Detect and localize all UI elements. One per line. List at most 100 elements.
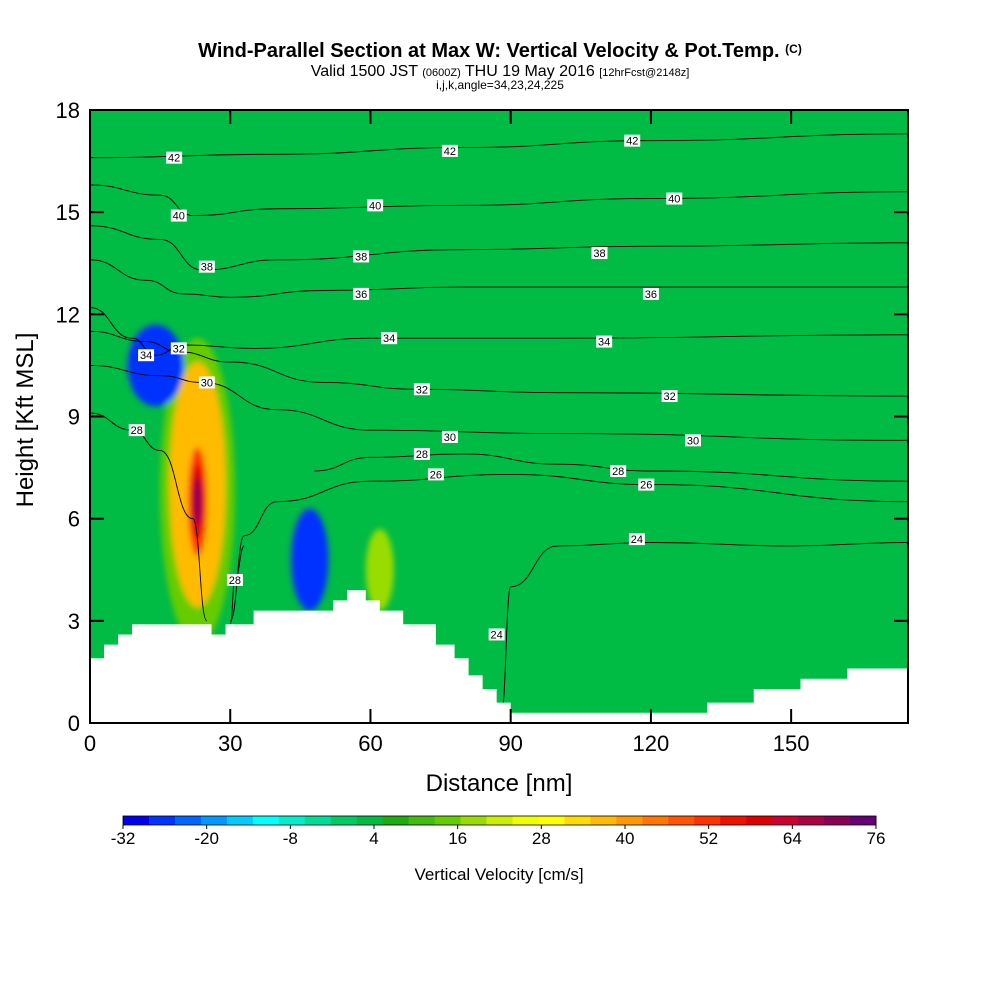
colorbar-tick-label: 28: [532, 829, 551, 848]
colorbar-swatch: [278, 816, 306, 825]
contour-label: 28: [413, 447, 430, 461]
contour-label: 30: [198, 376, 215, 389]
colorbar-swatch: [434, 816, 462, 825]
colorbar-swatch: [694, 816, 721, 825]
colorbar: -32 -20 -8 4 16 28 40 52 64 76: [111, 815, 886, 848]
colorbar-swatch: [382, 816, 410, 825]
y-tick-label: 12: [56, 302, 80, 327]
downdraft-upper: [127, 324, 184, 407]
colorbar-swatch: [356, 816, 384, 825]
colorbar-swatch: [772, 816, 799, 825]
contour-label: 24: [488, 628, 505, 641]
theta-contour-38: [90, 225, 908, 271]
svg-text:32: 32: [416, 384, 428, 396]
colorbar-swatch: [590, 816, 617, 825]
contour-label: 34: [381, 332, 398, 345]
svg-text:42: 42: [168, 153, 180, 165]
contour-label: 42: [624, 134, 641, 148]
chart-subtitle: Valid 1500 JST (0600Z) THU 19 May 2016 […: [311, 63, 690, 80]
svg-text:42: 42: [626, 136, 638, 148]
contour-label: 28: [610, 464, 627, 478]
theta-contour-36: [90, 259, 908, 298]
colorbar-tick-label: 76: [867, 829, 886, 848]
contour-label: 34: [596, 335, 613, 349]
indices-line: i,j,k,angle=34,23,24,225: [436, 78, 564, 92]
contour-label: 30: [684, 434, 701, 447]
contour-label: 40: [367, 199, 384, 212]
svg-text:32: 32: [663, 391, 675, 403]
lee-updraft: [365, 528, 394, 611]
x-tick-label: 90: [498, 731, 522, 756]
svg-text:24: 24: [631, 534, 643, 546]
colorbar-swatch: [148, 816, 176, 825]
theta-contour-28: [90, 412, 208, 622]
colorbar-swatch: [564, 816, 591, 825]
colorbar-swatch: [668, 816, 695, 825]
velocity-field: 42 42 42 40 40 40 38 38 38 36 36 34 34 34 32 32 32 30 30 30…: [90, 110, 908, 723]
theta-contour-34: [90, 307, 908, 356]
svg-text:34: 34: [140, 350, 152, 362]
colorbar-swatch: [720, 816, 747, 825]
y-tick-label: 18: [56, 98, 80, 123]
colorbar-tick-label: 4: [369, 829, 378, 848]
colorbar-tick-label: -32: [111, 829, 136, 848]
svg-text:34: 34: [598, 337, 610, 349]
contour-label: 42: [441, 144, 458, 158]
terrain-mask: [90, 590, 908, 723]
svg-text:30: 30: [201, 377, 213, 389]
colorbar-swatch: [304, 816, 332, 825]
y-axis: 0 36 9 12 15 18: [56, 98, 908, 736]
colorbar-tick-label: -8: [283, 829, 298, 848]
svg-text:28: 28: [416, 449, 428, 461]
x-tick-label: 0: [84, 731, 96, 756]
svg-text:38: 38: [355, 251, 367, 263]
svg-text:40: 40: [173, 211, 185, 223]
svg-text:38: 38: [593, 248, 605, 260]
x-axis-label: Distance [nm]: [426, 770, 573, 797]
svg-text:32: 32: [173, 343, 185, 355]
svg-text:28: 28: [612, 466, 624, 478]
colorbar-tick-label: 64: [783, 829, 802, 848]
contour-label: 38: [198, 260, 215, 274]
svg-text:42: 42: [444, 146, 456, 158]
svg-text:24: 24: [491, 629, 503, 641]
contour-label: 32: [413, 383, 430, 396]
colorbar-swatch: [252, 816, 280, 825]
theta-contour-30: [90, 364, 908, 441]
theta-contour-28: [314, 453, 908, 482]
svg-text:30: 30: [687, 435, 699, 447]
colorbar-swatch: [460, 816, 488, 825]
colorbar-tick-label: 52: [699, 829, 718, 848]
y-axis-label: Height [Kft MSL]: [12, 333, 39, 508]
contour-label: 26: [427, 468, 444, 481]
x-tick-label: 150: [773, 731, 810, 756]
downdraft-lower: [290, 508, 329, 611]
colorbar-swatch: [642, 816, 669, 825]
svg-text:28: 28: [229, 575, 241, 587]
svg-text:38: 38: [201, 262, 213, 274]
svg-text:28: 28: [131, 425, 143, 437]
svg-text:40: 40: [369, 200, 381, 212]
theta-contour-32: [90, 330, 908, 397]
y-tick-label: 9: [68, 405, 80, 430]
colorbar-swatch: [850, 816, 877, 825]
contour-label: 30: [441, 430, 458, 444]
theta-contour-24: [500, 542, 908, 714]
colorbar-swatch: [226, 816, 254, 825]
colorbar-swatch: [486, 816, 513, 825]
svg-text:34: 34: [383, 333, 395, 345]
contour-label: 32: [661, 390, 678, 403]
svg-text:30: 30: [444, 432, 456, 444]
contour-label: 24: [628, 533, 645, 546]
contour-label: 36: [353, 287, 370, 301]
colorbar-swatch: [330, 816, 358, 825]
contour-label: 38: [591, 247, 608, 260]
svg-text:36: 36: [355, 289, 367, 301]
y-tick-label: 0: [68, 711, 80, 736]
colorbar-swatch: [538, 816, 565, 825]
colorbar-swatch: [824, 816, 851, 825]
colorbar-swatch: [512, 816, 539, 825]
colorbar-swatch: [798, 816, 825, 825]
theta-contour-42: [90, 133, 908, 159]
y-tick-label: 15: [56, 200, 80, 225]
